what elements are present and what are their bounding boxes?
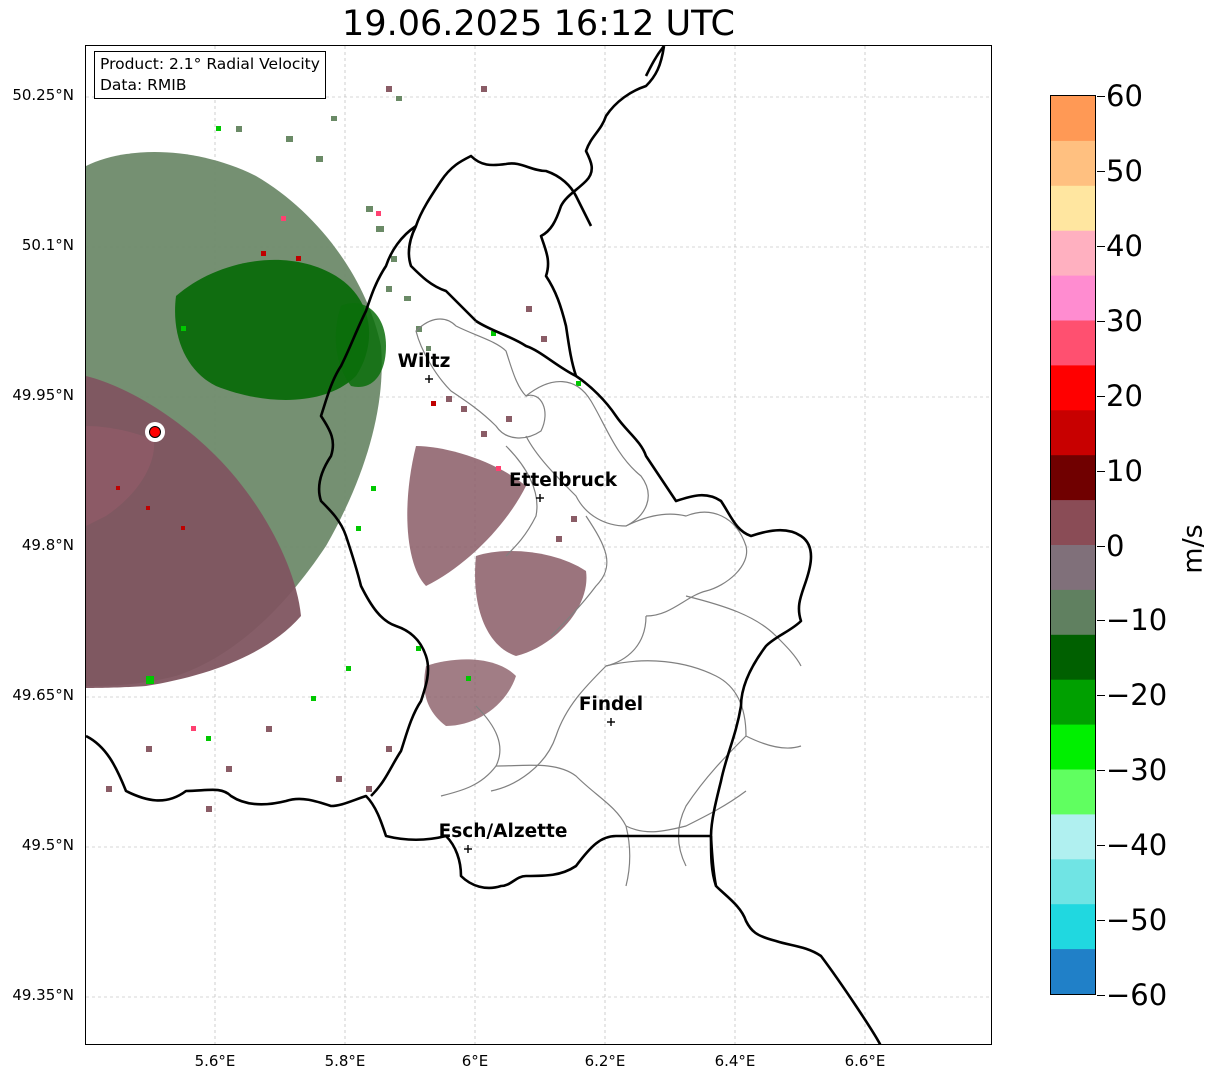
colorbar-tick <box>1097 770 1105 772</box>
colorbar-tick-label: −30 <box>1106 753 1168 788</box>
colorbar-tick-label: 10 <box>1106 453 1143 488</box>
colorbar-tick <box>1097 845 1105 847</box>
colorbar-band <box>1051 365 1095 411</box>
colorbar-band <box>1051 140 1095 187</box>
radar-site-dot <box>149 426 161 438</box>
colorbar-tick <box>1097 995 1105 996</box>
colorbar-tick <box>1097 620 1105 622</box>
lat-label: 49.65°N <box>12 686 74 704</box>
colorbar-tick <box>1097 170 1105 172</box>
colorbar-unit: m/s <box>1177 524 1207 574</box>
colorbar-band <box>1051 230 1095 277</box>
colorbar-tick <box>1097 245 1105 247</box>
canton-borders <box>415 318 802 887</box>
colorbar-tick-label: 40 <box>1106 228 1143 263</box>
colorbar-band <box>1051 724 1095 771</box>
colorbar-band <box>1051 859 1095 905</box>
lat-label: 49.95°N <box>12 386 74 404</box>
country-borders <box>86 46 882 1044</box>
city-label-wiltz: Wiltz <box>397 351 451 372</box>
colorbar-tick-label: 0 <box>1106 528 1125 563</box>
colorbar-tick-label: −20 <box>1106 678 1168 713</box>
colorbar-gradient <box>1051 96 1095 994</box>
lon-label: 6.2°E <box>584 1052 626 1070</box>
lon-label: 6°E <box>461 1052 489 1070</box>
city-label-findel: Findel <box>578 694 644 715</box>
city-label-esch-alzette: Esch/Alzette <box>438 821 568 842</box>
colorbar-tick-label: −50 <box>1106 903 1168 938</box>
colorbar-band <box>1051 949 1095 994</box>
colorbar-band <box>1051 904 1095 950</box>
colorbar-tick <box>1097 545 1105 547</box>
colorbar-tick-label: 30 <box>1106 303 1143 338</box>
colorbar-band <box>1051 679 1095 726</box>
colorbar-band <box>1051 814 1095 860</box>
lat-label: 49.35°N <box>12 986 74 1004</box>
colorbar-band <box>1051 185 1095 232</box>
product-info-box: Product: 2.1° Radial Velocity Data: RMIB <box>94 51 326 99</box>
colorbar-band <box>1051 545 1095 591</box>
lon-label: 5.6°E <box>194 1052 236 1070</box>
colorbar-tick <box>1097 320 1105 322</box>
colorbar-band <box>1051 275 1095 322</box>
lat-label: 50.25°N <box>12 86 74 104</box>
colorbar-band <box>1051 500 1095 546</box>
colorbar-band <box>1051 769 1095 815</box>
colorbar-tick-label: 20 <box>1106 378 1143 413</box>
colorbar-tick <box>1097 470 1105 472</box>
colorbar-band <box>1051 96 1095 142</box>
radar-map[interactable] <box>86 46 992 1045</box>
map-title: 19.06.2025 16:12 UTC <box>342 4 735 44</box>
colorbar-tick <box>1097 395 1105 397</box>
radar-echoes <box>86 86 587 812</box>
map-panel[interactable] <box>85 45 992 1045</box>
colorbar-tick-label: −40 <box>1106 828 1168 863</box>
city-markers <box>425 375 615 853</box>
velocity-colorbar <box>1050 95 1096 995</box>
colorbar-tick <box>1097 695 1105 697</box>
lat-label: 49.8°N <box>21 536 74 554</box>
product-label: Product: 2.1° Radial Velocity <box>100 55 320 73</box>
colorbar-band <box>1051 589 1095 636</box>
lon-label: 6.4°E <box>714 1052 756 1070</box>
colorbar-tick-label: −60 <box>1106 978 1168 1012</box>
lon-label: 6.6°E <box>844 1052 886 1070</box>
colorbar-band <box>1051 455 1095 501</box>
colorbar-tick <box>1097 920 1105 922</box>
colorbar-tick <box>1097 96 1105 97</box>
colorbar-tick-label: −10 <box>1106 603 1168 638</box>
colorbar-band <box>1051 320 1095 366</box>
lon-label: 5.8°E <box>324 1052 366 1070</box>
city-label-ettelbruck: Ettelbruck <box>508 470 618 491</box>
data-source-label: Data: RMIB <box>100 76 187 94</box>
lat-label: 49.5°N <box>21 836 74 854</box>
colorbar-band <box>1051 410 1095 456</box>
colorbar-band <box>1051 634 1095 681</box>
colorbar-tick-label: 50 <box>1106 153 1143 188</box>
lat-label: 50.1°N <box>21 236 74 254</box>
colorbar-tick-label: 60 <box>1106 79 1143 113</box>
